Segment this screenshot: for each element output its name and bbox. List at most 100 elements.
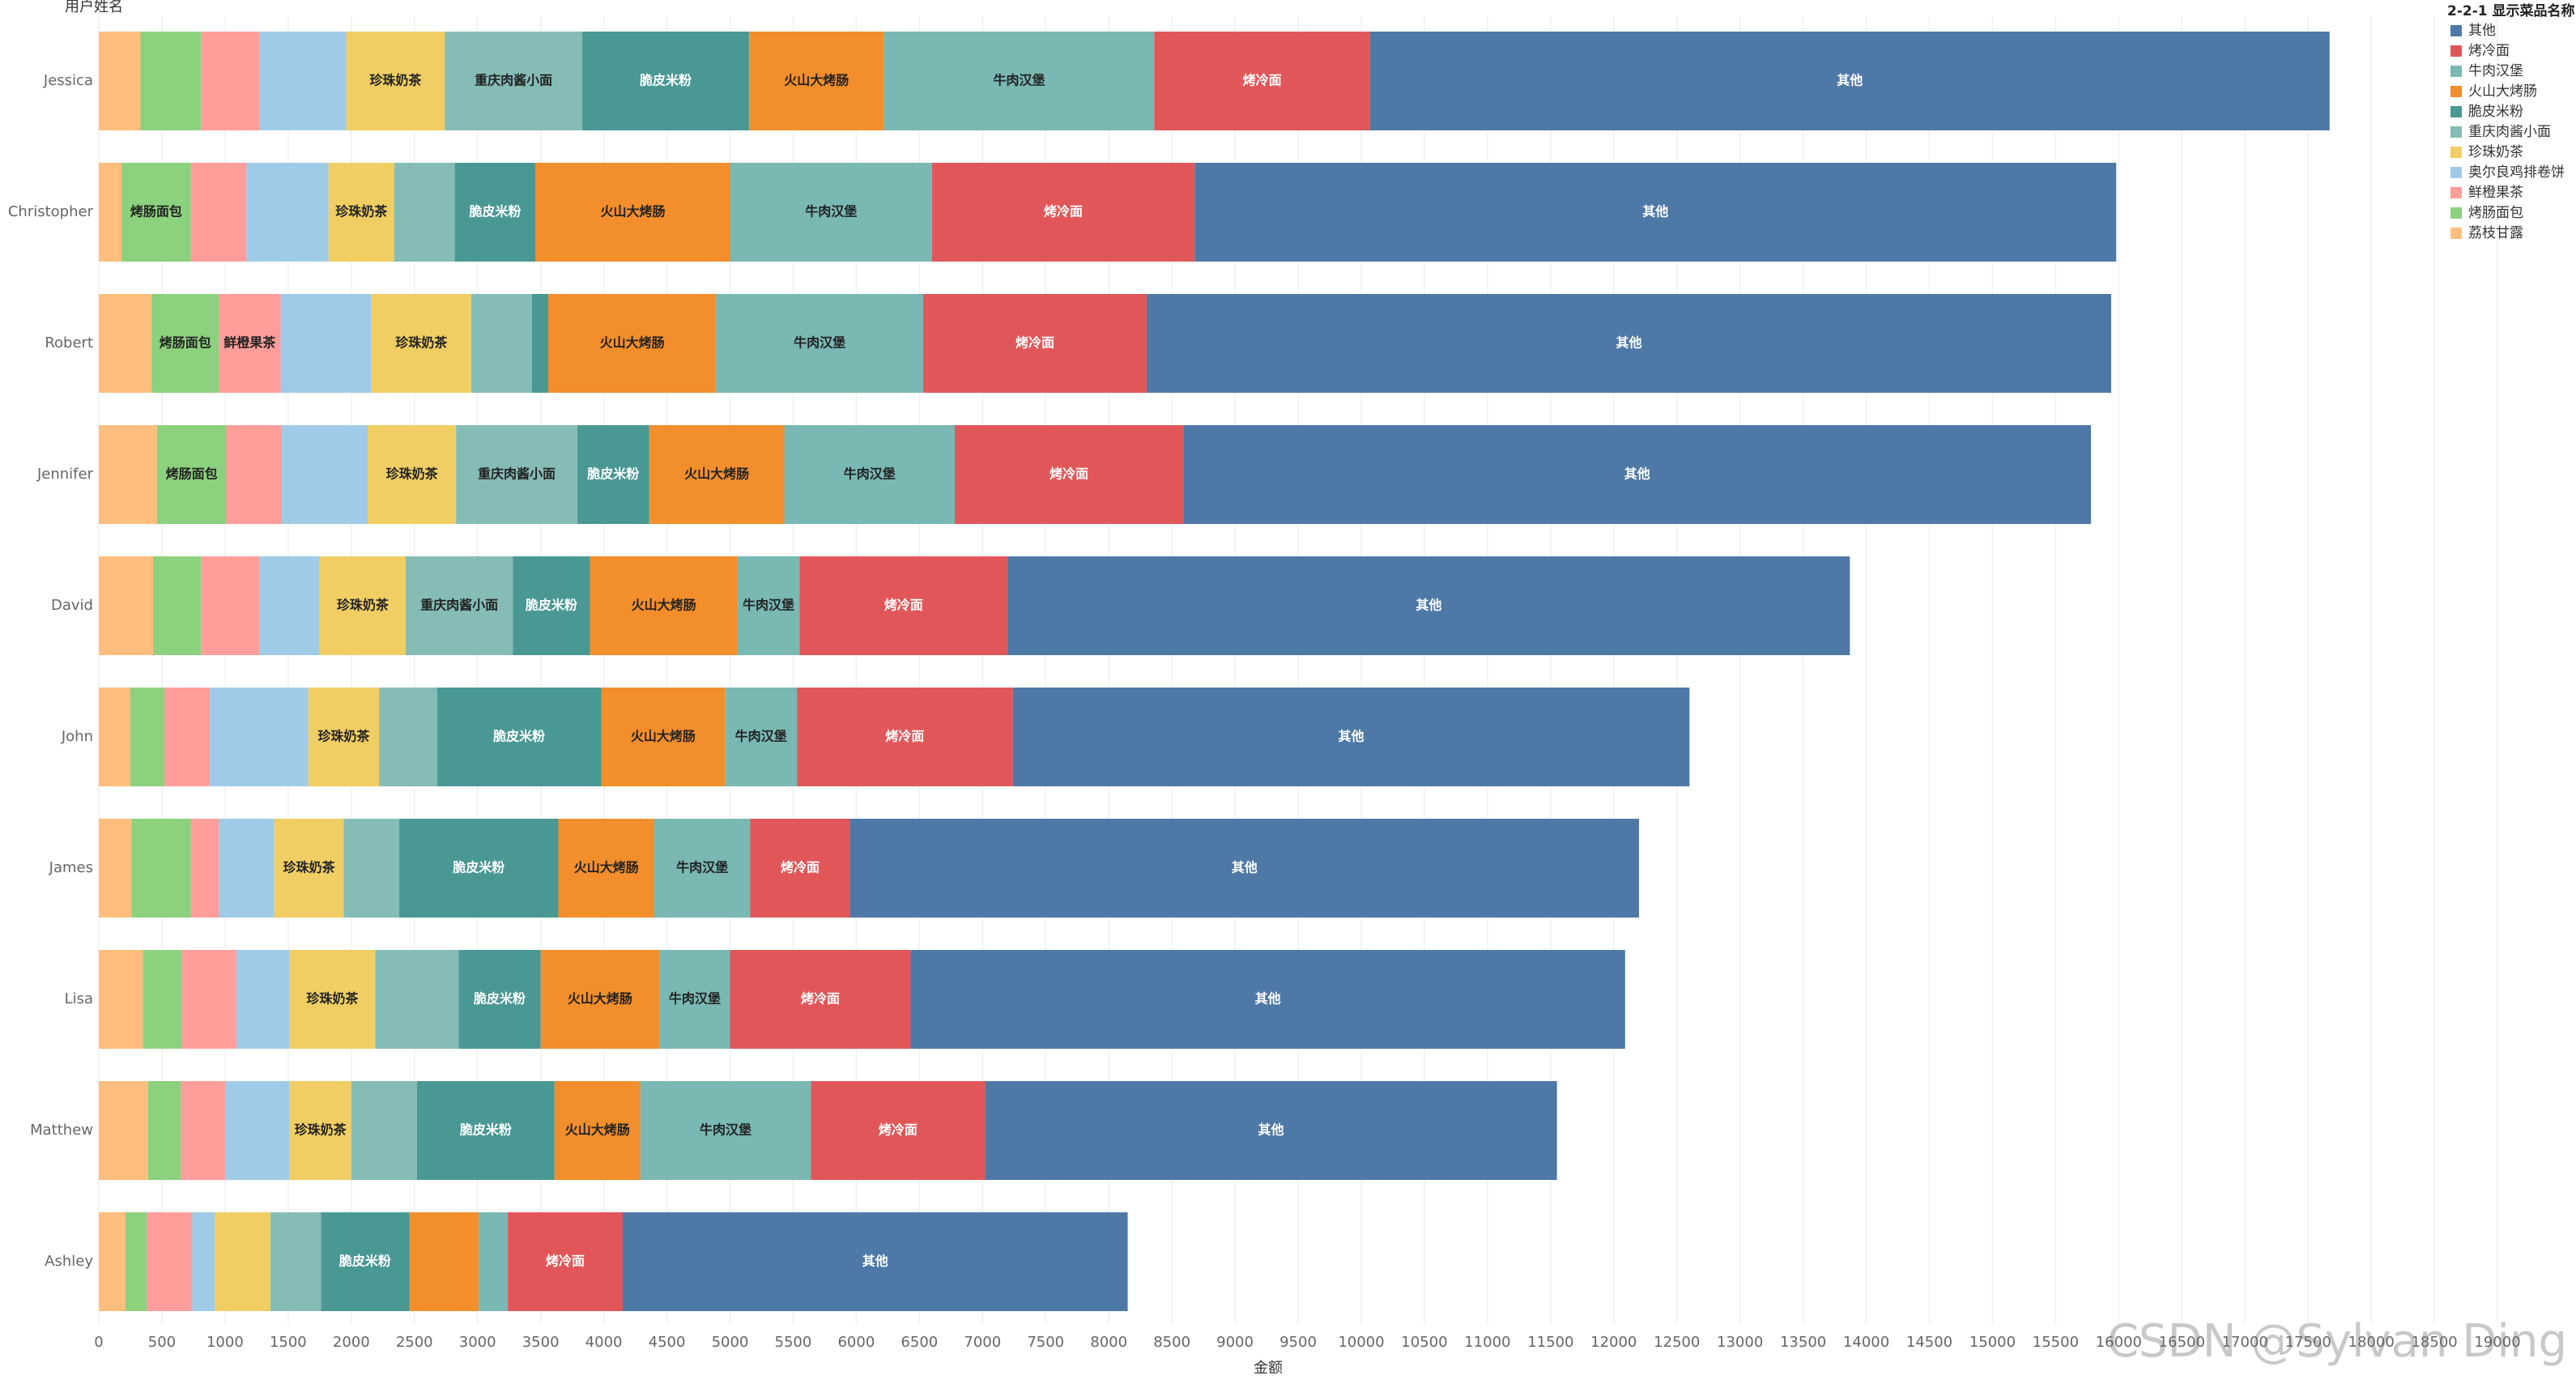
x-tick-label: 17500 xyxy=(2285,1334,2331,1351)
segment-label: 火山大烤肠 xyxy=(631,729,696,744)
bar-segment xyxy=(99,294,152,393)
x-tick-label: 14000 xyxy=(1843,1334,1889,1351)
segment-label: 火山大烤肠 xyxy=(600,204,665,219)
legend-swatch xyxy=(2450,207,2462,219)
bar-segment xyxy=(153,556,202,655)
bar-segment xyxy=(985,1081,1557,1180)
bar-segment xyxy=(910,950,1625,1049)
bar-segment xyxy=(456,425,577,524)
bar-segment xyxy=(535,163,730,262)
x-tick-label: 3000 xyxy=(459,1334,496,1351)
x-tick-label: 10000 xyxy=(1338,1334,1384,1351)
bar-segment xyxy=(224,1081,290,1180)
bar-segment xyxy=(649,425,785,524)
x-tick-label: 5000 xyxy=(712,1334,749,1351)
segment-label: 其他 xyxy=(1616,335,1641,351)
x-tick-label: 19000 xyxy=(2474,1334,2520,1351)
segment-label: 火山大烤肠 xyxy=(600,335,665,351)
segment-label: 其他 xyxy=(1258,1122,1284,1138)
bar-segment xyxy=(258,556,320,655)
segment-label: 脆皮米粉 xyxy=(493,729,545,744)
segment-label: 火山大烤肠 xyxy=(565,1122,630,1138)
segment-label: 鲜橙果茶 xyxy=(224,335,276,351)
bar-segment xyxy=(554,1081,641,1180)
segment-label: 脆皮米粉 xyxy=(460,1122,512,1138)
bar-segment xyxy=(513,556,590,655)
x-tick-label: 9500 xyxy=(1279,1334,1317,1351)
bar-segment xyxy=(308,688,380,786)
legend-label: 奥尔良鸡排卷饼 xyxy=(2468,164,2565,181)
segment-label: 牛肉汉堡 xyxy=(794,335,845,351)
bar-segment xyxy=(351,1081,417,1180)
bar-segment xyxy=(436,688,602,786)
segment-label: 火山大烤肠 xyxy=(568,991,632,1007)
bar-segment xyxy=(131,819,191,918)
segment-label: 珍珠奶茶 xyxy=(283,860,336,875)
bar-segment xyxy=(368,425,457,524)
y-tick-label: Jennifer xyxy=(36,466,94,483)
y-tick-label: David xyxy=(51,597,93,614)
x-tick-label: 11000 xyxy=(1464,1334,1510,1351)
bar-segment xyxy=(236,950,290,1049)
bar-segment xyxy=(1369,32,2330,130)
segment-label: 其他 xyxy=(1642,204,1668,219)
segment-label: 烤冷面 xyxy=(801,991,840,1007)
bar-segment xyxy=(99,1081,148,1180)
bar-segment xyxy=(531,294,548,393)
segment-label: 火山大烤肠 xyxy=(784,73,849,88)
segment-label: 其他 xyxy=(1232,860,1258,875)
bar-segment xyxy=(750,819,850,918)
x-tick-label: 2000 xyxy=(333,1334,370,1351)
x-tick-label: 15000 xyxy=(1969,1334,2016,1351)
y-tick-label: Robert xyxy=(45,334,93,351)
bar-segment xyxy=(590,556,738,655)
bar-segment xyxy=(190,163,247,262)
bar-segment xyxy=(99,950,143,1049)
bar-segment xyxy=(201,32,259,130)
bar-segment xyxy=(582,32,749,130)
bar-segment xyxy=(280,294,372,393)
bar-segment xyxy=(884,32,1155,130)
segment-label: 重庆肉酱小面 xyxy=(475,73,552,88)
segment-label: 珍珠奶茶 xyxy=(386,466,439,482)
bar-segment xyxy=(716,294,924,393)
segment-label: 烤冷面 xyxy=(884,598,923,613)
legend-swatch xyxy=(2450,45,2462,57)
segment-label: 牛肉汉堡 xyxy=(676,860,728,875)
x-tick-label: 16500 xyxy=(2159,1334,2205,1351)
bar-segment xyxy=(730,950,911,1049)
legend-swatch xyxy=(2450,86,2462,97)
segment-label: 火山大烤肠 xyxy=(632,598,696,613)
bar-segment xyxy=(923,294,1147,393)
segment-label: 烤冷面 xyxy=(1243,73,1282,88)
bar-segment xyxy=(282,425,368,524)
bar-segment xyxy=(151,294,219,393)
segment-label: 牛肉汉堡 xyxy=(735,729,787,744)
bar-segment xyxy=(99,556,154,655)
segment-label: 烤肠面包 xyxy=(160,335,211,351)
segment-label: 其他 xyxy=(1624,466,1650,482)
legend-swatch xyxy=(2450,228,2462,239)
segment-label: 其他 xyxy=(862,1254,888,1269)
legend-swatch xyxy=(2450,126,2462,138)
x-tick-label: 3500 xyxy=(522,1334,560,1351)
bar-segment xyxy=(508,1212,623,1311)
bar-segment xyxy=(799,556,1008,655)
bar-segment xyxy=(226,425,283,524)
x-tick-label: 6500 xyxy=(901,1334,938,1351)
bar-segment xyxy=(346,32,445,130)
y-tick-label: Ashley xyxy=(45,1253,93,1270)
legend-title: 2-2-1 显示菜品名称 xyxy=(2447,2,2575,19)
legend-label: 脆皮米粉 xyxy=(2468,104,2523,120)
bar-segment xyxy=(99,32,141,130)
bar-segment xyxy=(289,950,376,1049)
segment-label: 珍珠奶茶 xyxy=(335,204,388,219)
segment-label: 脆皮米粉 xyxy=(470,204,522,219)
bar-segment xyxy=(601,688,726,786)
bar-segment xyxy=(147,1212,193,1311)
legend-label: 珍珠奶茶 xyxy=(2468,144,2523,160)
segment-label: 牛肉汉堡 xyxy=(805,204,857,219)
bar-segment xyxy=(622,1212,1128,1311)
bar-segment xyxy=(289,1081,351,1180)
